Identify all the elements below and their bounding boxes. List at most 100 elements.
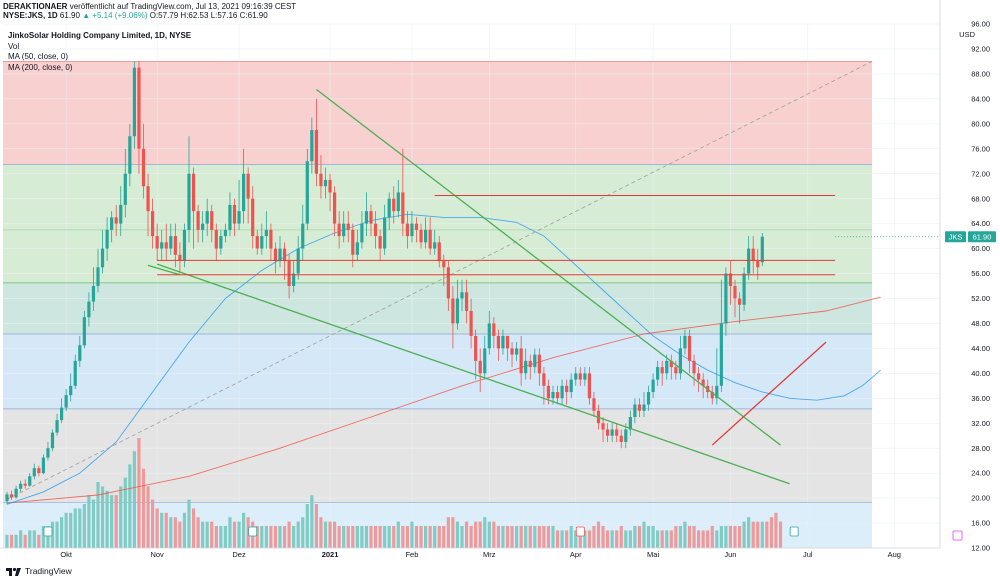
volume-bar xyxy=(333,521,337,548)
low-value: L:57.16 xyxy=(210,11,238,20)
volume-bar xyxy=(546,526,551,548)
volume-bar xyxy=(319,517,323,548)
candle-body xyxy=(460,292,464,299)
volume-bar xyxy=(342,526,346,548)
candle-body xyxy=(255,236,259,249)
last-price: 61.90 xyxy=(59,11,80,20)
volume-bar xyxy=(173,517,177,548)
volume-bar xyxy=(301,517,305,548)
candle-body xyxy=(169,236,173,249)
candle-body xyxy=(9,494,14,498)
support-trendline xyxy=(711,341,827,446)
volume-bar xyxy=(428,526,432,548)
candle-body xyxy=(100,248,105,268)
candle-body xyxy=(191,173,196,212)
candle-body xyxy=(342,223,346,237)
candle-body xyxy=(282,248,287,262)
volume-bar xyxy=(419,526,423,548)
candle-body xyxy=(715,385,719,399)
volume-bar xyxy=(219,526,223,548)
candle-body xyxy=(501,335,505,349)
volume-bar xyxy=(164,512,168,548)
candle-body xyxy=(437,242,441,262)
candle-body xyxy=(137,67,141,149)
volume-bar xyxy=(710,526,714,548)
candle-body xyxy=(633,404,637,417)
volume-bar xyxy=(128,464,132,548)
candle-body xyxy=(624,429,628,442)
volume-bar xyxy=(515,526,519,548)
candle-body xyxy=(719,323,723,386)
volume-bar xyxy=(478,521,482,548)
candle-body xyxy=(628,417,632,430)
candle-body xyxy=(110,217,114,230)
volume-bar xyxy=(560,530,564,548)
tradingview-footer[interactable]: TradingView xyxy=(6,566,72,576)
volume-bar xyxy=(383,526,387,548)
volume-bar xyxy=(496,526,500,548)
volume-bar xyxy=(323,521,328,548)
volume-bar xyxy=(296,521,300,548)
price-tick: 48.00 xyxy=(971,319,990,328)
candle-body xyxy=(369,211,373,224)
volume-bar xyxy=(583,530,587,548)
candle-body xyxy=(328,179,332,193)
candle-body xyxy=(69,385,73,396)
last-price-badge xyxy=(968,231,996,243)
volume-bar xyxy=(537,526,541,548)
candle-body xyxy=(351,229,355,255)
volume-bar xyxy=(510,526,514,548)
candle-body xyxy=(87,301,91,318)
month-tick: Mai xyxy=(647,550,659,559)
volume-bar xyxy=(146,486,150,548)
candle-body xyxy=(146,186,150,212)
candle-body xyxy=(424,229,428,243)
volume-bar xyxy=(574,530,578,548)
volume-bar xyxy=(155,508,159,548)
price-tick: 40.00 xyxy=(971,369,990,378)
candle-body xyxy=(578,373,582,380)
candle-body xyxy=(91,286,96,302)
candle-body xyxy=(387,198,391,218)
symbol-line: NYSE:JKS, 1D xyxy=(3,11,58,20)
volume-bar xyxy=(305,504,309,548)
candle-body xyxy=(96,267,100,286)
volume-bar xyxy=(765,521,769,548)
price-change: ▲ +5.14 (+9.06%) xyxy=(82,11,148,20)
candle-body xyxy=(123,173,127,205)
candle-body xyxy=(114,217,118,224)
candle-body xyxy=(228,204,232,230)
legend-ma50: MA (50, close, 0) xyxy=(8,52,69,62)
candle-body xyxy=(697,373,701,380)
candle-body xyxy=(510,348,514,355)
volume-bar xyxy=(110,495,114,548)
candle-body xyxy=(50,432,55,449)
volume-bar xyxy=(433,526,437,548)
volume-bar xyxy=(314,504,318,548)
legend-vol: Vol xyxy=(8,41,20,51)
candle-body xyxy=(346,223,350,230)
volume-bar xyxy=(697,530,701,548)
candle-body xyxy=(587,373,591,399)
price-tick: 52.00 xyxy=(971,294,990,303)
candle-body xyxy=(273,248,278,262)
candle-body xyxy=(669,360,673,368)
volume-bar xyxy=(205,521,209,548)
candle-body xyxy=(323,179,328,187)
volume-bar xyxy=(469,526,473,548)
last-price-badge-label: 61.90 xyxy=(973,233,992,242)
volume-bar xyxy=(287,521,291,548)
price-tick: 20.00 xyxy=(971,494,990,503)
candle-body xyxy=(237,211,241,224)
published-text: veröffentlicht auf TradingView.com, Jul … xyxy=(69,2,297,11)
candle-body xyxy=(119,204,123,224)
candle-body xyxy=(646,392,651,405)
volume-bar xyxy=(405,526,409,548)
chart-header: DERAKTIONAER veröffentlicht auf TradingV… xyxy=(3,2,296,20)
volume-bar xyxy=(737,526,742,548)
volume-bar xyxy=(778,521,783,548)
volume-bar xyxy=(642,521,646,548)
price-tick: 24.00 xyxy=(971,469,990,478)
candle-body xyxy=(701,379,705,386)
